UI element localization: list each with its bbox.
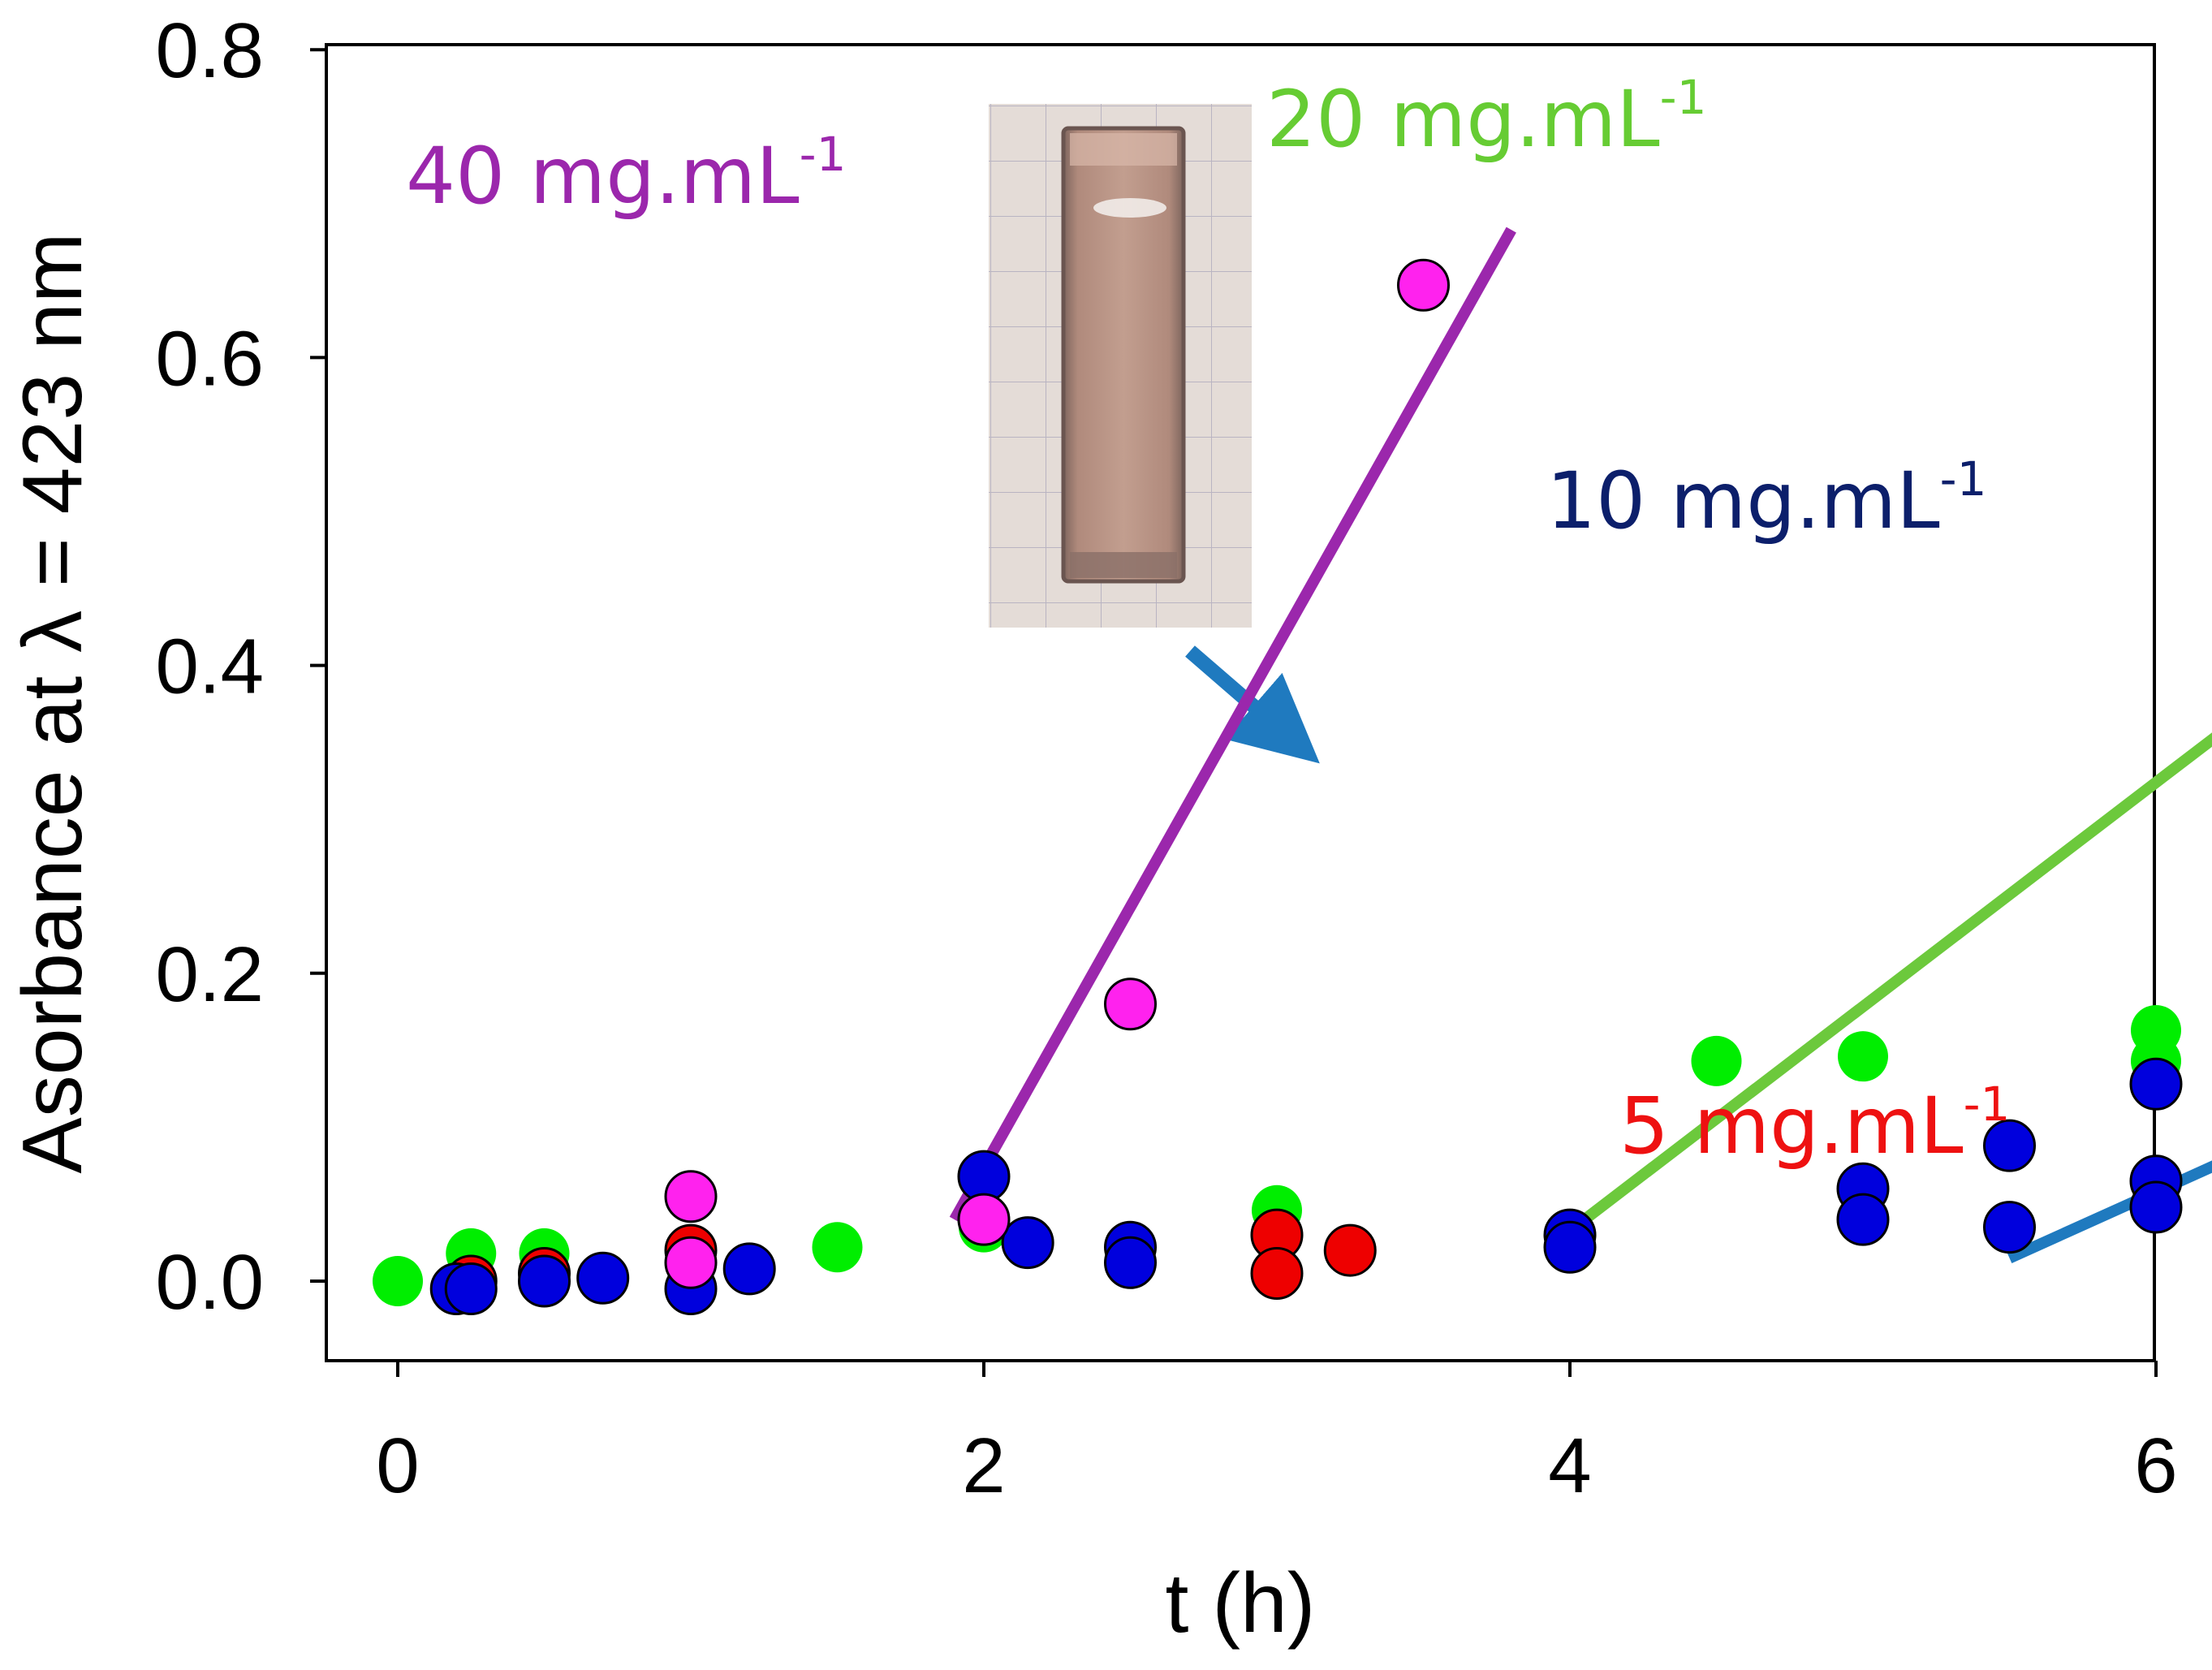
- x-tick-label: 2: [962, 1422, 1005, 1509]
- cuvette: [1061, 126, 1186, 584]
- x-tick-label: 6: [2134, 1422, 2177, 1509]
- y-tick-label: 0.2: [156, 931, 264, 1018]
- data-point: [664, 1170, 718, 1223]
- x-axis-title: t (h): [1166, 1556, 1316, 1651]
- fit-lines: [949, 227, 2212, 1263]
- x-axis-ticks: 024681012: [376, 1361, 2178, 1509]
- data-point: [518, 1254, 571, 1308]
- label-20mg: 20 mg.mL-1: [1266, 70, 1706, 165]
- data-point: [1323, 1223, 1377, 1277]
- cuvette-reflection: [1093, 198, 1166, 218]
- data-point: [1836, 1193, 1890, 1246]
- label-40mg: 40 mg.mL-1: [406, 127, 846, 222]
- inset-pointer-arrow: [1185, 645, 1320, 764]
- label-5mg: 5 mg.mL-1: [1619, 1077, 2010, 1172]
- y-tick-label: 0.6: [156, 315, 264, 402]
- data-point: [1001, 1216, 1054, 1270]
- fit-line: [949, 227, 1516, 1223]
- data-point: [576, 1251, 630, 1305]
- y-axis-title: Asorbance at λ = 423 nm: [6, 232, 100, 1173]
- data-point: [2129, 1057, 2183, 1111]
- y-tick-label: 0.8: [156, 7, 264, 94]
- data-point: [1543, 1220, 1597, 1274]
- data-point: [722, 1242, 776, 1296]
- label-10mg: 10 mg.mL-1: [1546, 451, 1986, 546]
- data-point: [2129, 1180, 2183, 1234]
- data-point: [444, 1262, 498, 1315]
- x-tick-label: 4: [1548, 1422, 1591, 1509]
- x-tick-label: 0: [376, 1422, 419, 1509]
- data-point: [1104, 1236, 1157, 1289]
- data-point: [1983, 1201, 2036, 1254]
- data-point: [812, 1222, 863, 1273]
- y-tick-label: 0.4: [156, 624, 264, 710]
- data-point: [1691, 1035, 1742, 1086]
- data-point: [1983, 1119, 2036, 1172]
- cuvette-photo-inset: [989, 104, 1252, 628]
- y-axis-ticks: 0.0 0.2 0.4 0.6 0.8: [156, 7, 326, 1326]
- annotations: 40 mg.mL-1 20 mg.mL-1 10 mg.mL-1 5 mg.mL…: [406, 70, 2010, 1172]
- data-point: [373, 1256, 423, 1306]
- data-point: [957, 1193, 1011, 1246]
- data-point: [1838, 1031, 1888, 1082]
- data-point: [1104, 977, 1157, 1031]
- fit-line: [1580, 732, 2212, 1224]
- data-points: [373, 258, 2183, 1315]
- data-point: [664, 1236, 718, 1289]
- data-point: [1397, 258, 1450, 312]
- y-tick-label: 0.0: [156, 1239, 264, 1326]
- data-point: [1250, 1247, 1304, 1301]
